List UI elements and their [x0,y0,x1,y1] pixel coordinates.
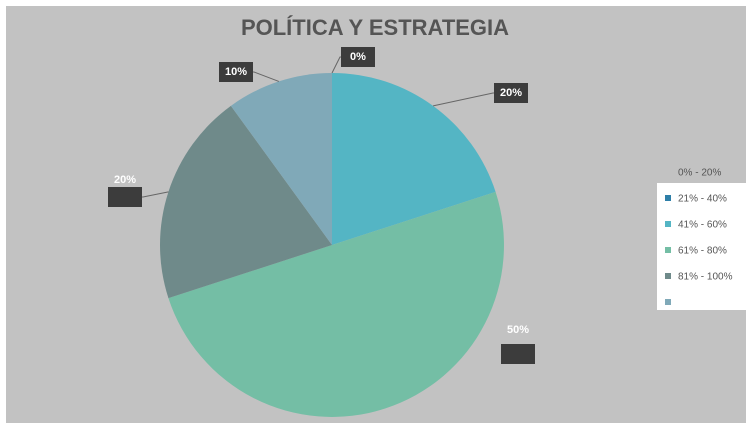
pie-slice [168,191,504,417]
data-label: 10% [225,66,247,78]
legend-marker [665,273,671,279]
data-label-box [494,83,528,103]
legend-marker [665,247,671,253]
data-label: 20% [500,87,522,99]
data-label-box [219,62,253,82]
pie-slice [230,73,332,245]
legend-label: 21% - 40% [678,194,727,205]
legend-label: 61% - 80% [678,246,727,257]
legend-marker [665,221,671,227]
data-label-box [501,344,535,364]
pie-slice [160,105,332,299]
data-label-box [341,47,375,67]
data-label: 0% [350,51,366,63]
legend-marker [665,195,671,201]
pie-slice [332,73,496,245]
data-label-box [108,187,142,207]
legend-marker [665,299,671,305]
chart-title: POLÍTICA Y ESTRATEGIA [241,15,509,40]
legend-label: 41% - 60% [678,220,727,231]
legend-label: 81% - 100% [678,272,733,283]
data-label: 50% [507,324,529,336]
legend [657,183,746,310]
legend-label: 0% - 20% [678,168,721,179]
data-label: 20% [114,174,136,186]
